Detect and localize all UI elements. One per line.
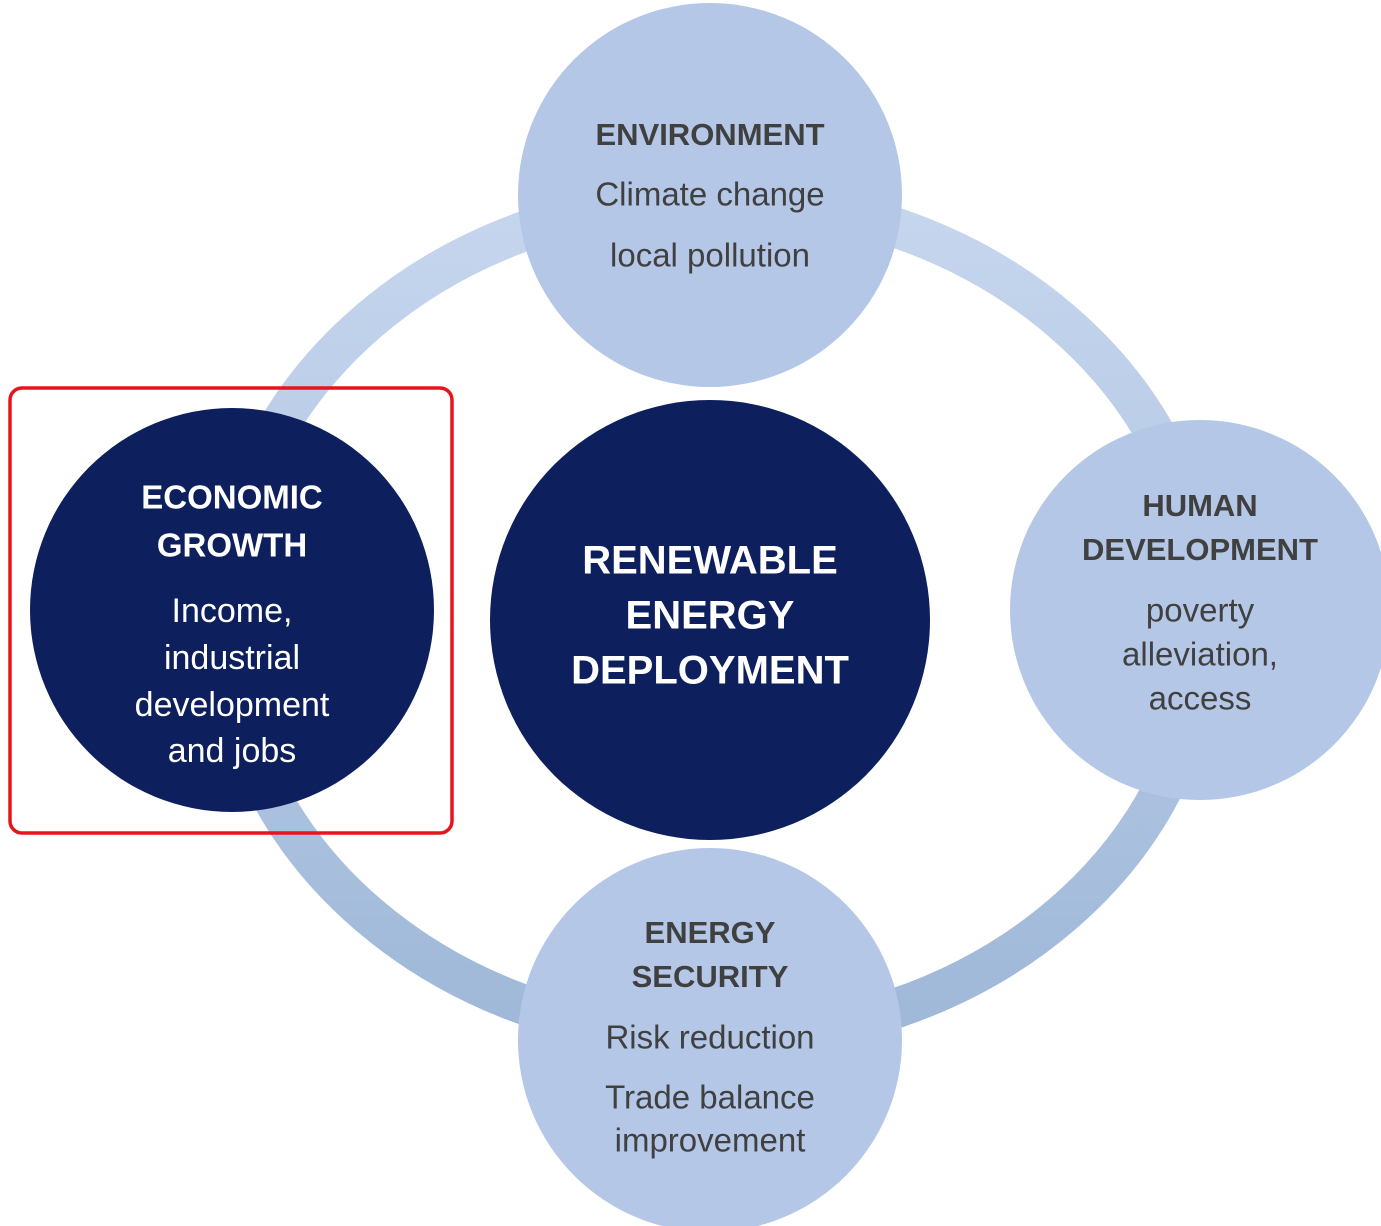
node-title: DEVELOPMENT — [1082, 532, 1318, 567]
node-title: ENERGY — [626, 594, 795, 638]
node-text: Trade balance — [605, 1079, 815, 1116]
node-circle — [518, 848, 902, 1226]
node-title: ENERGY — [645, 915, 776, 950]
node-circle — [490, 400, 930, 840]
node-text: alleviation, — [1122, 636, 1278, 673]
node-text: Climate change — [595, 176, 824, 213]
node-text: and jobs — [168, 732, 297, 770]
node-title: SECURITY — [632, 959, 789, 994]
node-circle — [1010, 420, 1381, 800]
node-title: DEPLOYMENT — [571, 649, 849, 693]
node-text: Income, — [172, 592, 293, 630]
node-title: ENVIRONMENT — [595, 117, 824, 152]
highlight-box — [8, 386, 454, 835]
node-text: poverty — [1146, 592, 1255, 629]
node-title: RENEWABLE — [582, 539, 838, 583]
node-text: access — [1149, 680, 1252, 717]
node-text: improvement — [615, 1122, 806, 1159]
node-title: ECONOMIC — [141, 479, 323, 516]
node-text: local pollution — [610, 237, 810, 274]
node-circle — [518, 3, 902, 387]
node-circle — [30, 408, 434, 812]
node-text: development — [135, 686, 330, 724]
node-title: HUMAN — [1142, 488, 1257, 523]
node-text: industrial — [164, 639, 300, 677]
node-text: Risk reduction — [605, 1019, 814, 1056]
node-title: GROWTH — [157, 527, 307, 564]
